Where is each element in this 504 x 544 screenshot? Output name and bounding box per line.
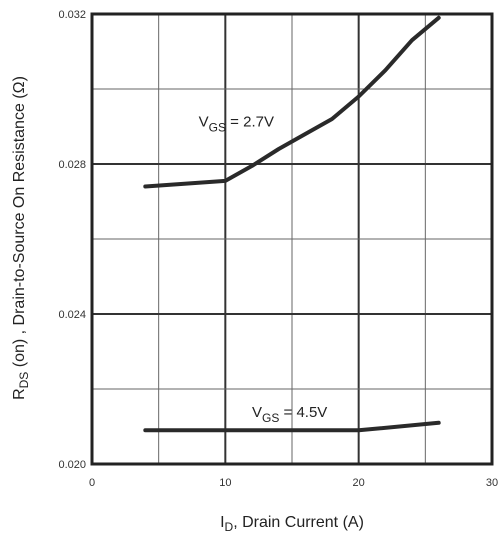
- x-axis-label: ID, Drain Current (A): [220, 514, 364, 534]
- x-tick-label: 30: [486, 477, 498, 489]
- y-axis-label: RDS (on) , Drain-to-Source On Resistance…: [11, 76, 31, 400]
- series-line-2: [143, 420, 441, 433]
- tick-labels: 0 10 20 30 0.020 0.024 0.028 0.032: [58, 9, 498, 489]
- series-label-2: VGS = 4.5V: [252, 404, 327, 425]
- y-tick-label: 0.032: [58, 9, 86, 21]
- y-tick-label: 0.028: [58, 159, 86, 171]
- x-tick-label: 10: [219, 477, 231, 489]
- x-tick-label: 20: [353, 477, 365, 489]
- series-layer: VGS = 2.7V VGS = 4.5V: [143, 15, 441, 433]
- x-tick-label: 0: [89, 477, 95, 489]
- plot-frame: [90, 12, 494, 466]
- y-tick-label: 0.024: [58, 309, 86, 321]
- y-tick-label: 0.020: [58, 459, 86, 471]
- series-label-1: VGS = 2.7V: [199, 114, 274, 135]
- grid: [92, 14, 492, 464]
- series-line-1: [143, 15, 441, 189]
